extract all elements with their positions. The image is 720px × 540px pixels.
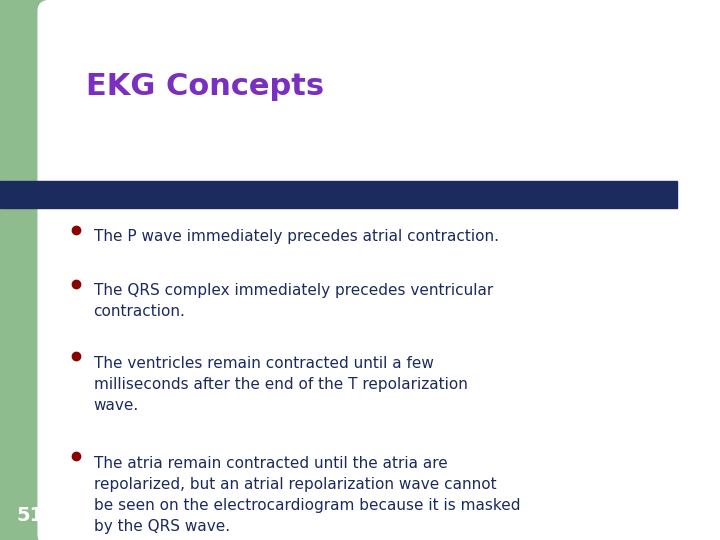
Text: 51: 51: [17, 506, 44, 525]
Bar: [0, 181, 677, 208]
Text: The ventricles remain contracted until a few
milliseconds after the end of the T: The ventricles remain contracted until a…: [94, 356, 467, 414]
Bar: [0, 0, 60, 540]
Text: The QRS complex immediately precedes ventricular
contraction.: The QRS complex immediately precedes ven…: [94, 284, 493, 320]
Text: EKG Concepts: EKG Concepts: [86, 72, 325, 101]
Text: The P wave immediately precedes atrial contraction.: The P wave immediately precedes atrial c…: [94, 230, 498, 245]
Bar: [60, 0, 202, 140]
FancyBboxPatch shape: [38, 0, 720, 540]
Text: The atria remain contracted until the atria are
repolarized, but an atrial repol: The atria remain contracted until the at…: [94, 456, 520, 534]
